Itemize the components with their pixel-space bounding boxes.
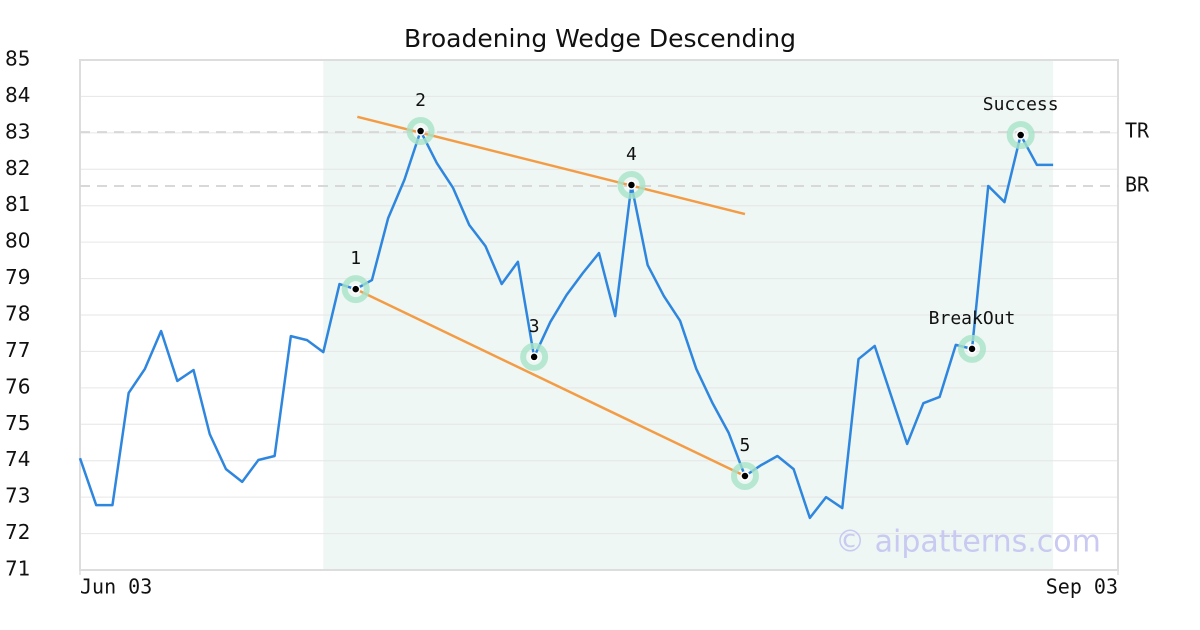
pattern-point-halo — [730, 462, 759, 491]
pattern-point-halo — [520, 342, 549, 371]
y-tick-label: 82 — [5, 156, 30, 180]
price-line — [78, 129, 1054, 520]
pattern-point — [415, 126, 426, 136]
x-tick-label: Sep 03 — [1046, 575, 1118, 599]
point-label: 4 — [626, 144, 637, 165]
y-tick-label: 78 — [5, 302, 30, 326]
y-tick-label: 85 — [5, 47, 30, 71]
chart-title: Broadening Wedge Descending — [404, 24, 796, 53]
pattern-point — [350, 284, 361, 294]
y-tick-label: 83 — [5, 119, 30, 143]
y-tick-label: 75 — [5, 411, 30, 435]
pattern-point-halo — [958, 334, 987, 363]
pattern-point-halo — [406, 117, 435, 146]
y-tick-label: 74 — [5, 447, 30, 471]
watermark: © aipatterns.com — [835, 525, 1101, 560]
point-label: Success — [983, 94, 1059, 115]
pattern-point — [1015, 130, 1026, 140]
level-label: BR — [1125, 173, 1150, 197]
y-tick-label: 71 — [5, 557, 30, 581]
y-tick-label: 77 — [5, 338, 30, 362]
point-label: 3 — [529, 316, 540, 337]
plot-frame — [79, 59, 1119, 571]
point-label: 1 — [350, 248, 361, 269]
trend-line — [355, 288, 746, 478]
level-label: TR — [1125, 119, 1150, 143]
point-label: 5 — [740, 435, 751, 456]
y-tick-label: 79 — [5, 265, 30, 289]
point-label: BreakOut — [929, 308, 1016, 329]
pattern-point — [967, 344, 977, 354]
pattern-point-halo — [617, 170, 646, 199]
y-tick-label: 84 — [5, 83, 30, 107]
y-tick-label: 76 — [5, 374, 30, 398]
pattern-point-halo — [341, 275, 370, 304]
pattern-point — [626, 180, 637, 190]
point-label: 2 — [415, 90, 426, 111]
x-tick-label: Jun 03 — [80, 575, 152, 599]
y-tick-label: 72 — [5, 520, 30, 544]
pattern-point — [740, 471, 750, 481]
pattern-point — [529, 352, 539, 362]
pattern-point-halo — [1006, 121, 1035, 150]
y-tick-label: 81 — [5, 192, 30, 216]
y-tick-label: 80 — [5, 229, 30, 253]
y-tick-label: 73 — [5, 484, 30, 508]
